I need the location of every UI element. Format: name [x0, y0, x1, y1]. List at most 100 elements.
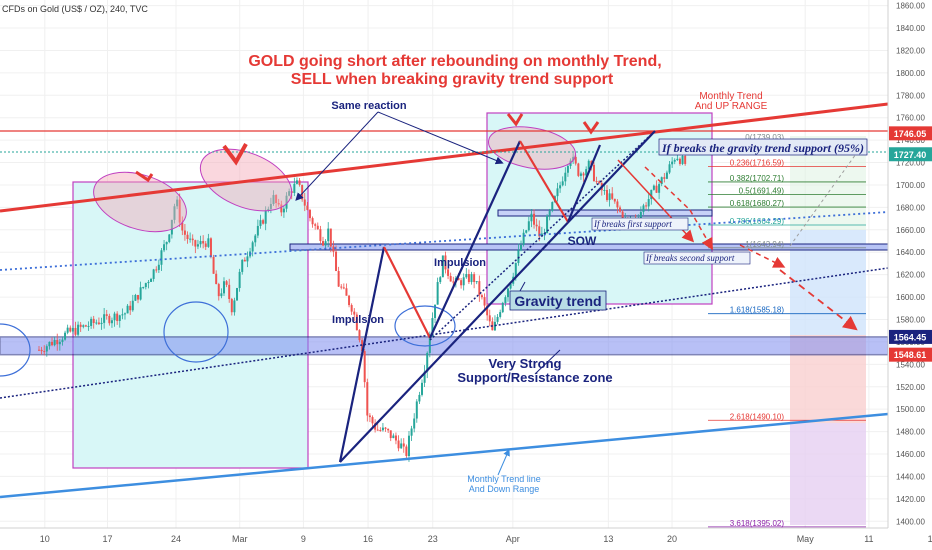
label-very-strong: Very Strong [489, 356, 562, 371]
candle-body [465, 274, 468, 278]
candle-body [308, 209, 311, 219]
candle-body [619, 207, 622, 212]
y-tick-label: 1520.00 [896, 383, 925, 392]
candle-body [285, 195, 288, 209]
candle-body [566, 166, 569, 173]
candle-body [92, 318, 95, 324]
fib-label: 2.618(1490.10) [730, 412, 785, 421]
candle-body [335, 251, 338, 271]
x-tick-label: Mar [232, 534, 248, 544]
y-tick-label: 1400.00 [896, 517, 925, 526]
candle-body [470, 274, 473, 283]
candle-body [295, 180, 298, 184]
candle-body [95, 322, 98, 324]
candle-body [207, 238, 210, 247]
candle-body [431, 318, 434, 337]
candle-body [58, 341, 61, 345]
candle-body [147, 281, 150, 284]
price-tag-label: 1746.05 [894, 129, 927, 139]
y-tick-label: 1820.00 [896, 46, 925, 55]
candle-body [225, 281, 228, 285]
fib-label: 0(1739.03) [745, 133, 784, 142]
candle-body [77, 324, 80, 335]
candle-body [108, 315, 111, 324]
y-tick-label: 1740.00 [896, 136, 925, 145]
candle-body [40, 349, 43, 352]
y-tick-label: 1540.00 [896, 360, 925, 369]
candle-body [582, 173, 585, 176]
y-tick-label: 1840.00 [896, 24, 925, 33]
impulse-navy-3 [566, 144, 602, 223]
candle-body [350, 305, 353, 312]
time-axis: 101724Mar91623Apr1320May111825Jun [0, 527, 932, 550]
low-ellipse-1 [163, 301, 229, 363]
candle-body [79, 324, 82, 327]
monthly-down-trend [0, 412, 889, 499]
candle-body [658, 184, 661, 193]
gravity-trend-line [339, 130, 656, 463]
candle-body [194, 240, 197, 247]
candle-body [84, 325, 87, 327]
candle-body [233, 300, 236, 313]
candle-body [496, 316, 499, 322]
left-range-box [72, 181, 309, 469]
dotted-navy-trend [0, 267, 889, 399]
price-tag-label: 1548.61 [894, 350, 927, 360]
peak-arrow-1 [135, 170, 154, 183]
label-monthly-trend: Monthly Trend [699, 91, 762, 102]
candle-body [678, 158, 681, 164]
candle-body [616, 201, 619, 208]
y-tick-label: 1700.00 [896, 181, 925, 190]
price-tag-label: 1564.45 [894, 332, 927, 342]
candle-body [150, 278, 153, 282]
candle-body [142, 287, 145, 289]
y-tick-label: 1620.00 [896, 271, 925, 280]
candle-body [483, 297, 486, 306]
candle-body [522, 232, 525, 245]
label-down-range: And Down Range [469, 484, 540, 494]
candle-body [418, 394, 421, 402]
candle-body [348, 295, 351, 306]
candle-body [517, 250, 520, 263]
y-tick-label: 1420.00 [896, 495, 925, 504]
candle-body [123, 313, 126, 315]
candle-body [170, 219, 173, 235]
candle-body [520, 244, 523, 251]
candle-body [421, 382, 424, 395]
candle-body [241, 259, 244, 272]
candle-body [595, 181, 598, 183]
candle-body [87, 325, 90, 327]
candle-body [598, 181, 601, 183]
candle-body [371, 417, 374, 424]
candle-body [551, 202, 554, 211]
candle-body [155, 269, 158, 271]
candle-body [204, 243, 207, 247]
y-tick-label: 1460.00 [896, 450, 925, 459]
candle-body [509, 283, 512, 289]
candle-body [684, 155, 687, 164]
candle-body [293, 183, 296, 193]
candle-body [394, 435, 397, 441]
label-impulsion-2: Impulsion [434, 257, 486, 269]
candle-body [530, 213, 533, 222]
fib-label: 0.618(1680.27) [730, 199, 785, 208]
candle-body [254, 235, 257, 243]
candle-body [176, 199, 179, 207]
candle-body [561, 181, 564, 186]
candle-body [473, 274, 476, 283]
candle-body [137, 295, 140, 300]
candle-body [368, 415, 371, 418]
peak-arrow-2 [222, 143, 248, 166]
candle-body [668, 164, 671, 173]
candle-body [262, 220, 265, 224]
candle-body [282, 208, 285, 213]
x-tick-label: 23 [428, 534, 438, 544]
candle-body [652, 185, 655, 190]
candle-body [189, 238, 192, 240]
candle-body [217, 284, 220, 297]
candle-body [259, 220, 262, 226]
candle-body [165, 241, 168, 245]
candle-body [556, 188, 559, 197]
candle-body [650, 189, 653, 200]
